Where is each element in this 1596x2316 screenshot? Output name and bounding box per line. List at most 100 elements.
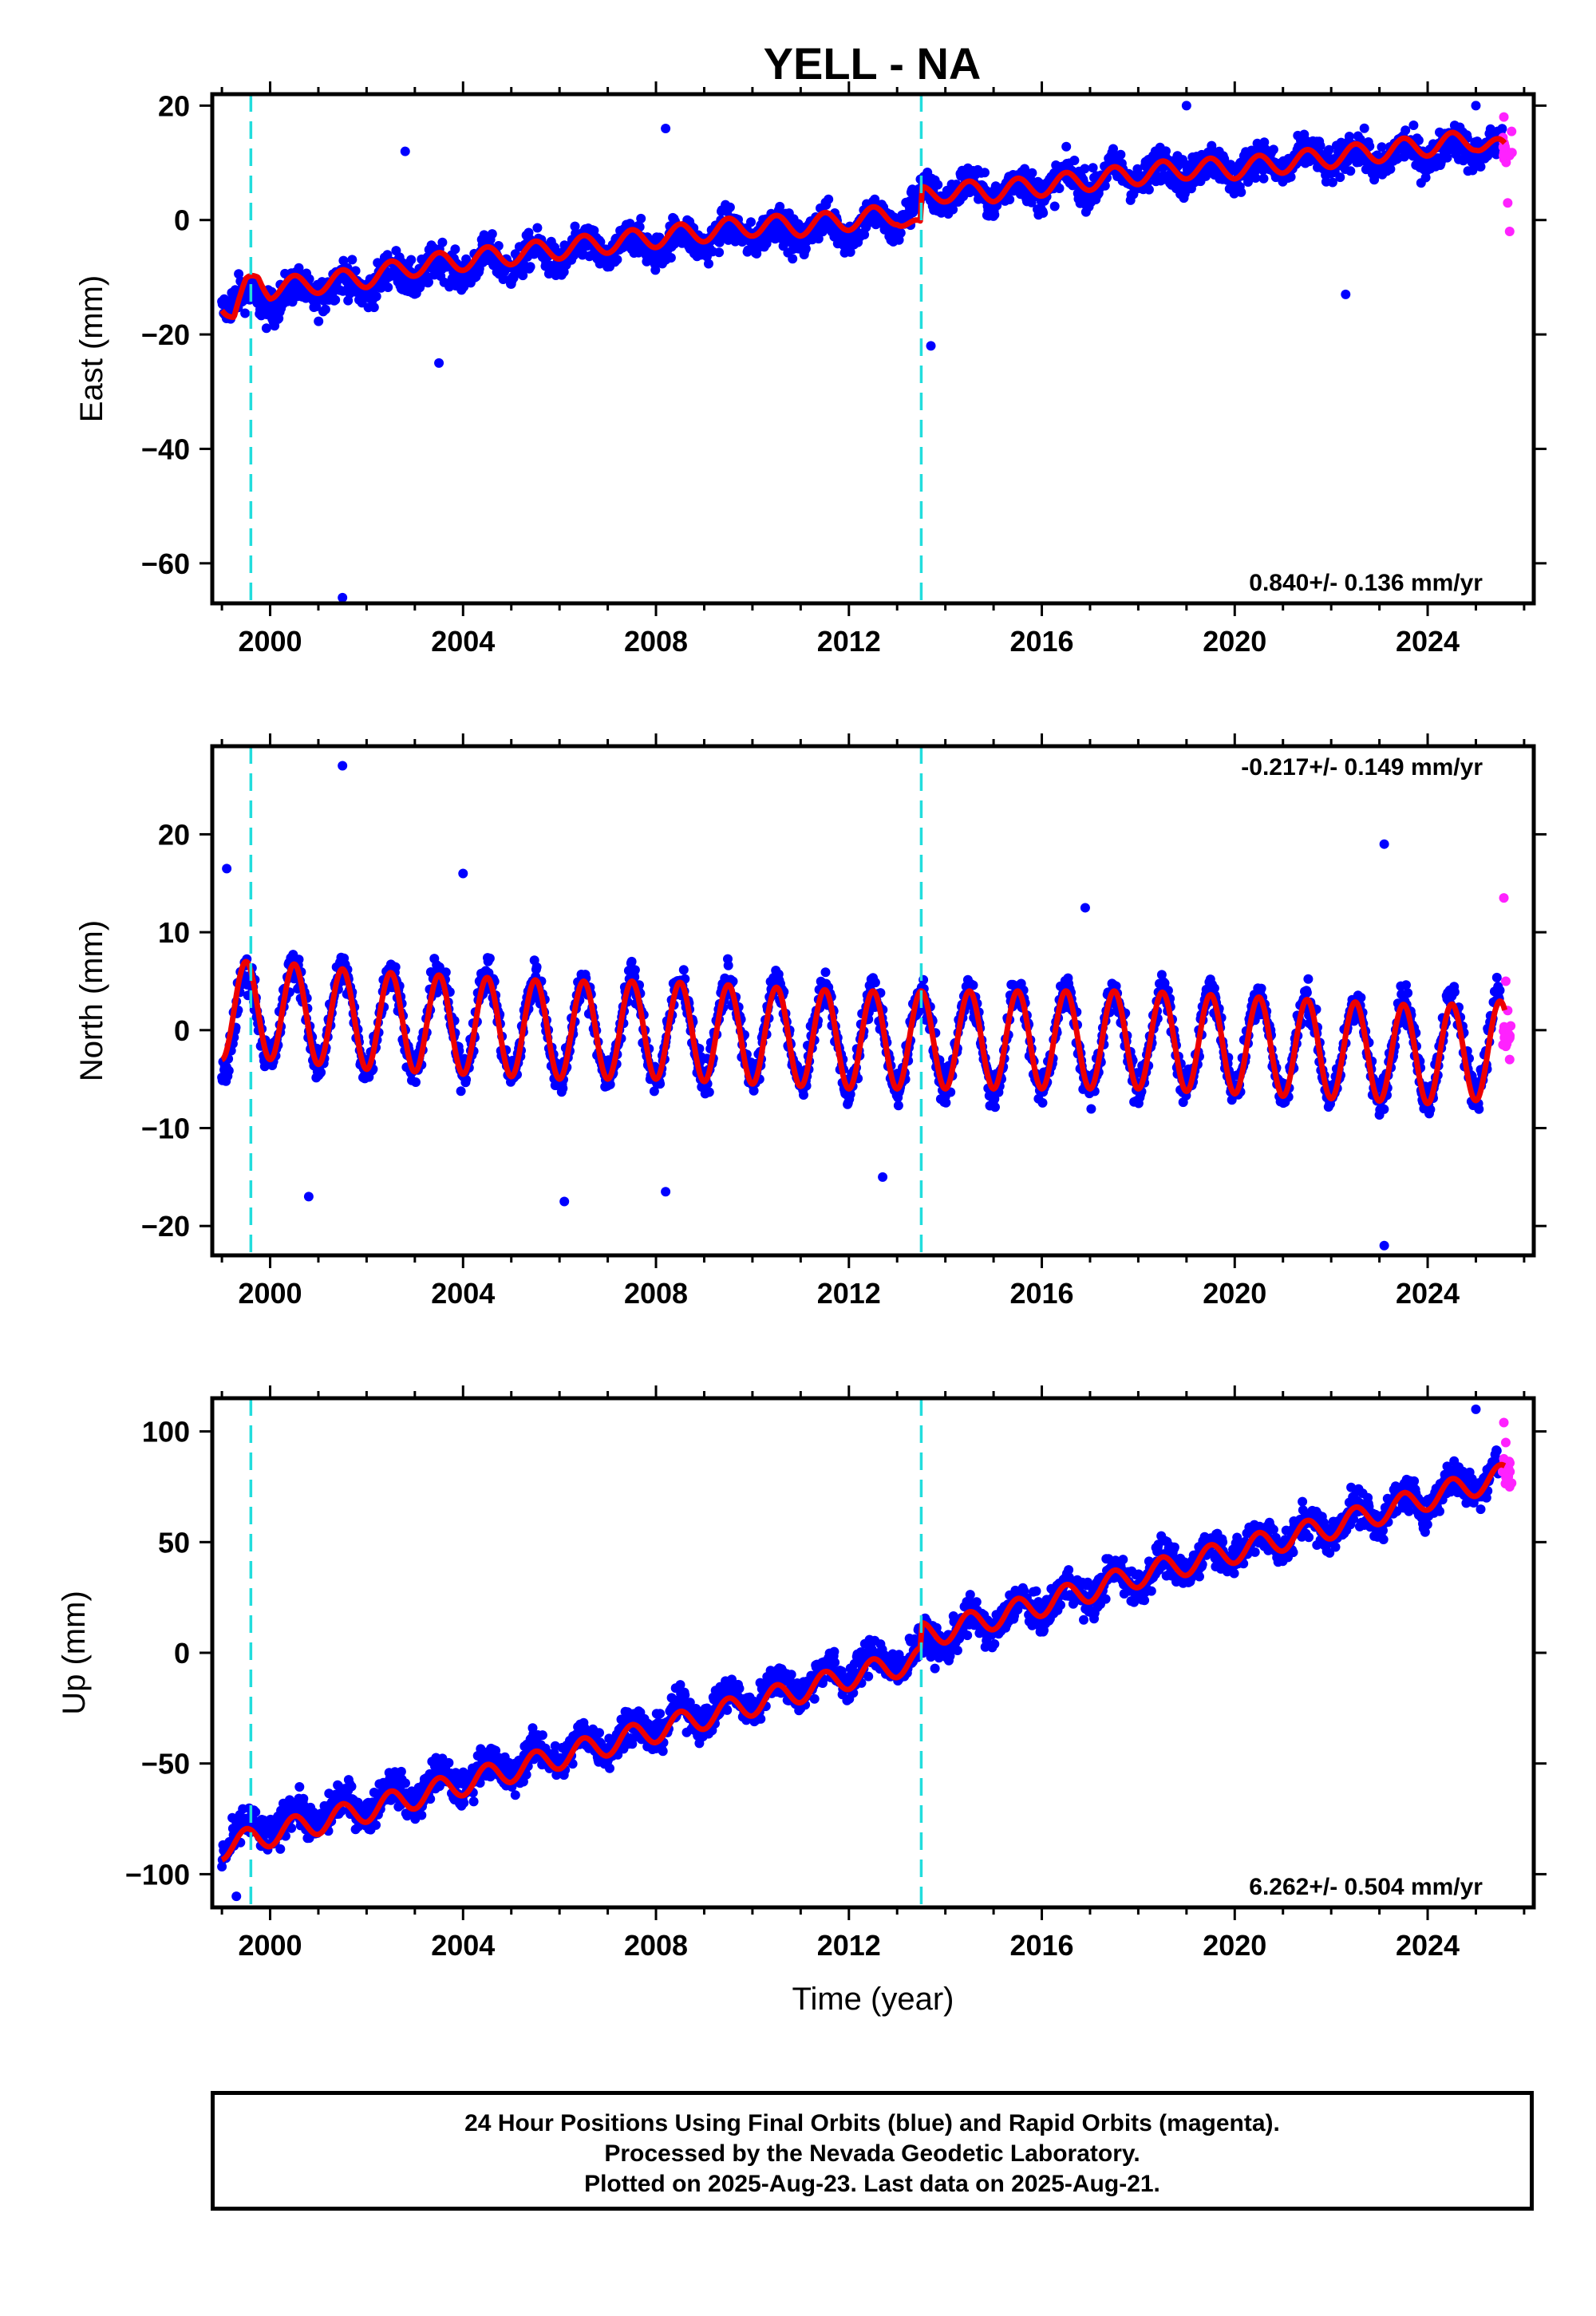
final-orbit-point xyxy=(275,1844,286,1854)
final-orbit-point xyxy=(859,230,870,239)
final-orbit-point xyxy=(346,1781,357,1792)
rapid-orbit-point xyxy=(1504,227,1515,237)
final-orbit-point xyxy=(261,323,271,334)
final-orbit-point xyxy=(1144,184,1154,195)
final-orbit-outlier-point xyxy=(661,1187,671,1197)
final-orbit-point xyxy=(1315,140,1325,151)
final-orbit-point xyxy=(746,217,756,227)
final-orbit-point xyxy=(630,965,640,975)
final-orbit-point xyxy=(1495,986,1505,995)
final-orbit-point xyxy=(948,204,958,215)
final-orbit-point xyxy=(990,210,1000,220)
final-orbit-point xyxy=(893,1101,903,1111)
final-orbit-point xyxy=(330,294,341,305)
final-orbit-point xyxy=(294,1782,305,1792)
final-orbit-point xyxy=(1303,974,1314,984)
y-tick-label: −20 xyxy=(141,318,190,351)
final-orbit-point xyxy=(1049,201,1060,211)
final-orbit-point xyxy=(1377,142,1387,152)
final-orbit-point xyxy=(1335,172,1345,183)
final-orbit-point xyxy=(845,247,855,257)
final-orbit-point xyxy=(1491,972,1502,982)
final-orbit-point xyxy=(1268,144,1278,155)
final-orbit-point xyxy=(1385,164,1396,174)
y-tick-label: 0 xyxy=(174,204,190,237)
final-orbit-point xyxy=(1250,173,1261,183)
final-orbit-outlier-point xyxy=(458,868,468,879)
y-tick-label: 20 xyxy=(158,818,190,851)
final-orbit-point xyxy=(369,302,379,313)
final-orbit-point xyxy=(775,201,785,211)
y-axis-label: North (mm) xyxy=(74,920,109,1081)
final-orbit-point xyxy=(383,283,393,292)
final-orbit-outlier-point xyxy=(1181,101,1191,111)
final-orbit-point xyxy=(1472,136,1483,147)
final-orbit-outlier-point xyxy=(926,341,936,351)
model-fit-line-east xyxy=(219,129,1507,320)
final-orbit-point xyxy=(1449,987,1460,997)
final-orbit-point xyxy=(424,277,433,287)
final-orbit-point xyxy=(550,243,560,253)
final-orbit-point xyxy=(990,1102,1000,1113)
final-orbit-point xyxy=(820,967,831,978)
final-orbit-point xyxy=(450,244,460,255)
final-orbit-point xyxy=(570,221,580,231)
rapid-orbit-point xyxy=(1503,198,1513,208)
final-orbit-point xyxy=(1005,195,1015,204)
final-orbit-outlier-point xyxy=(1471,101,1481,111)
final-orbit-outlier-point xyxy=(1379,839,1389,849)
final-orbit-point xyxy=(800,243,811,254)
x-tick-label: 2016 xyxy=(1009,1277,1073,1310)
final-orbit-point xyxy=(487,229,497,239)
final-orbit-point xyxy=(1054,184,1065,193)
final-orbit-point xyxy=(311,302,322,312)
final-orbit-outlier-point xyxy=(1379,1240,1389,1251)
final-orbit-point xyxy=(1286,172,1296,182)
final-orbit-point xyxy=(1086,1104,1096,1114)
final-orbit-outlier-point xyxy=(338,592,348,603)
final-orbit-point xyxy=(933,180,943,190)
final-orbit-point xyxy=(1302,987,1312,998)
x-tick-label: 2012 xyxy=(817,625,881,658)
final-orbit-point xyxy=(612,255,622,265)
rapid-orbit-point xyxy=(1504,150,1515,160)
final-orbit-point xyxy=(316,1067,326,1077)
rapid-orbit-point xyxy=(1499,112,1509,122)
final-orbit-point xyxy=(704,259,713,269)
final-orbit-point xyxy=(437,237,448,247)
final-orbit-point xyxy=(824,194,834,204)
rapid-orbit-point xyxy=(1505,1030,1515,1041)
final-orbit-point xyxy=(440,967,451,978)
plot-area-east xyxy=(217,101,1517,603)
final-orbit-point xyxy=(298,1793,309,1804)
final-orbit-points-east xyxy=(217,101,1507,603)
final-orbit-point xyxy=(678,965,689,975)
x-tick-label: 2004 xyxy=(431,625,495,658)
y-tick-label: −20 xyxy=(141,1210,190,1243)
final-orbit-point xyxy=(1088,163,1098,173)
rapid-orbit-point xyxy=(1504,1054,1515,1065)
y-tick-label: −40 xyxy=(141,433,190,465)
final-orbit-point xyxy=(1038,207,1049,218)
final-orbit-point xyxy=(1359,123,1369,133)
final-orbit-point xyxy=(980,168,990,178)
x-tick-label: 2020 xyxy=(1203,625,1266,658)
y-tick-label: −10 xyxy=(141,1113,190,1145)
rate-annotation: -0.217+/- 0.149 mm/yr xyxy=(1241,754,1483,781)
final-orbit-point xyxy=(625,219,635,229)
final-orbit-point xyxy=(240,308,251,318)
final-orbit-point xyxy=(1069,156,1080,165)
final-orbit-point xyxy=(1100,180,1110,191)
x-tick-label: 2024 xyxy=(1396,625,1460,658)
final-orbit-outlier-point xyxy=(1341,289,1351,299)
x-tick-label: 2008 xyxy=(624,1277,688,1310)
final-orbit-point xyxy=(1379,1104,1389,1114)
x-tick-label: 2004 xyxy=(431,1277,495,1310)
final-orbit-point xyxy=(371,1820,381,1830)
final-orbit-point xyxy=(636,213,646,223)
y-tick-label: −60 xyxy=(141,547,190,580)
final-orbit-outlier-point xyxy=(338,761,348,771)
final-orbit-outlier-point xyxy=(661,124,671,134)
plot-area-north xyxy=(217,761,1516,1251)
